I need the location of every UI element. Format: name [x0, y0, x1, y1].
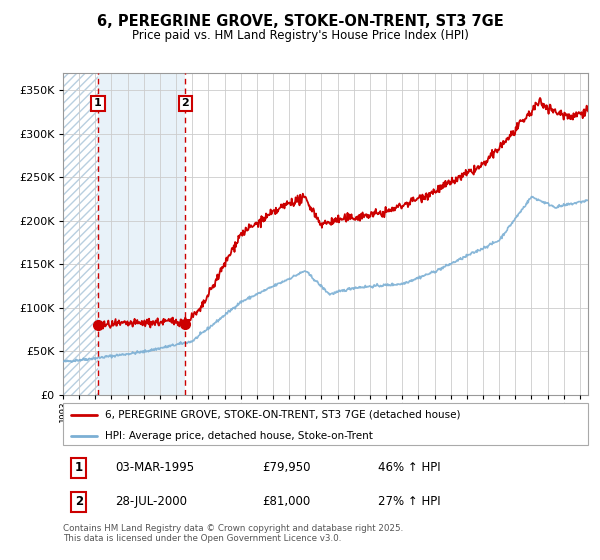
Text: 6, PEREGRINE GROVE, STOKE-ON-TRENT, ST3 7GE: 6, PEREGRINE GROVE, STOKE-ON-TRENT, ST3 …: [97, 14, 503, 29]
Text: 03-MAR-1995: 03-MAR-1995: [115, 461, 194, 474]
Bar: [63, 73, 98, 395]
Bar: [98, 73, 185, 395]
Text: 2: 2: [74, 496, 83, 508]
Text: 28-JUL-2000: 28-JUL-2000: [115, 496, 187, 508]
Text: 27% ↑ HPI: 27% ↑ HPI: [378, 496, 440, 508]
Text: 6, PEREGRINE GROVE, STOKE-ON-TRENT, ST3 7GE (detached house): 6, PEREGRINE GROVE, STOKE-ON-TRENT, ST3 …: [105, 410, 461, 420]
Text: HPI: Average price, detached house, Stoke-on-Trent: HPI: Average price, detached house, Stok…: [105, 431, 373, 441]
Text: 46% ↑ HPI: 46% ↑ HPI: [378, 461, 440, 474]
Text: £81,000: £81,000: [263, 496, 311, 508]
Text: Price paid vs. HM Land Registry's House Price Index (HPI): Price paid vs. HM Land Registry's House …: [131, 29, 469, 42]
Text: 2: 2: [181, 99, 189, 109]
Text: 1: 1: [94, 99, 102, 109]
Text: 1: 1: [74, 461, 83, 474]
FancyBboxPatch shape: [63, 403, 588, 445]
Text: Contains HM Land Registry data © Crown copyright and database right 2025.
This d: Contains HM Land Registry data © Crown c…: [63, 524, 403, 543]
Text: £79,950: £79,950: [263, 461, 311, 474]
